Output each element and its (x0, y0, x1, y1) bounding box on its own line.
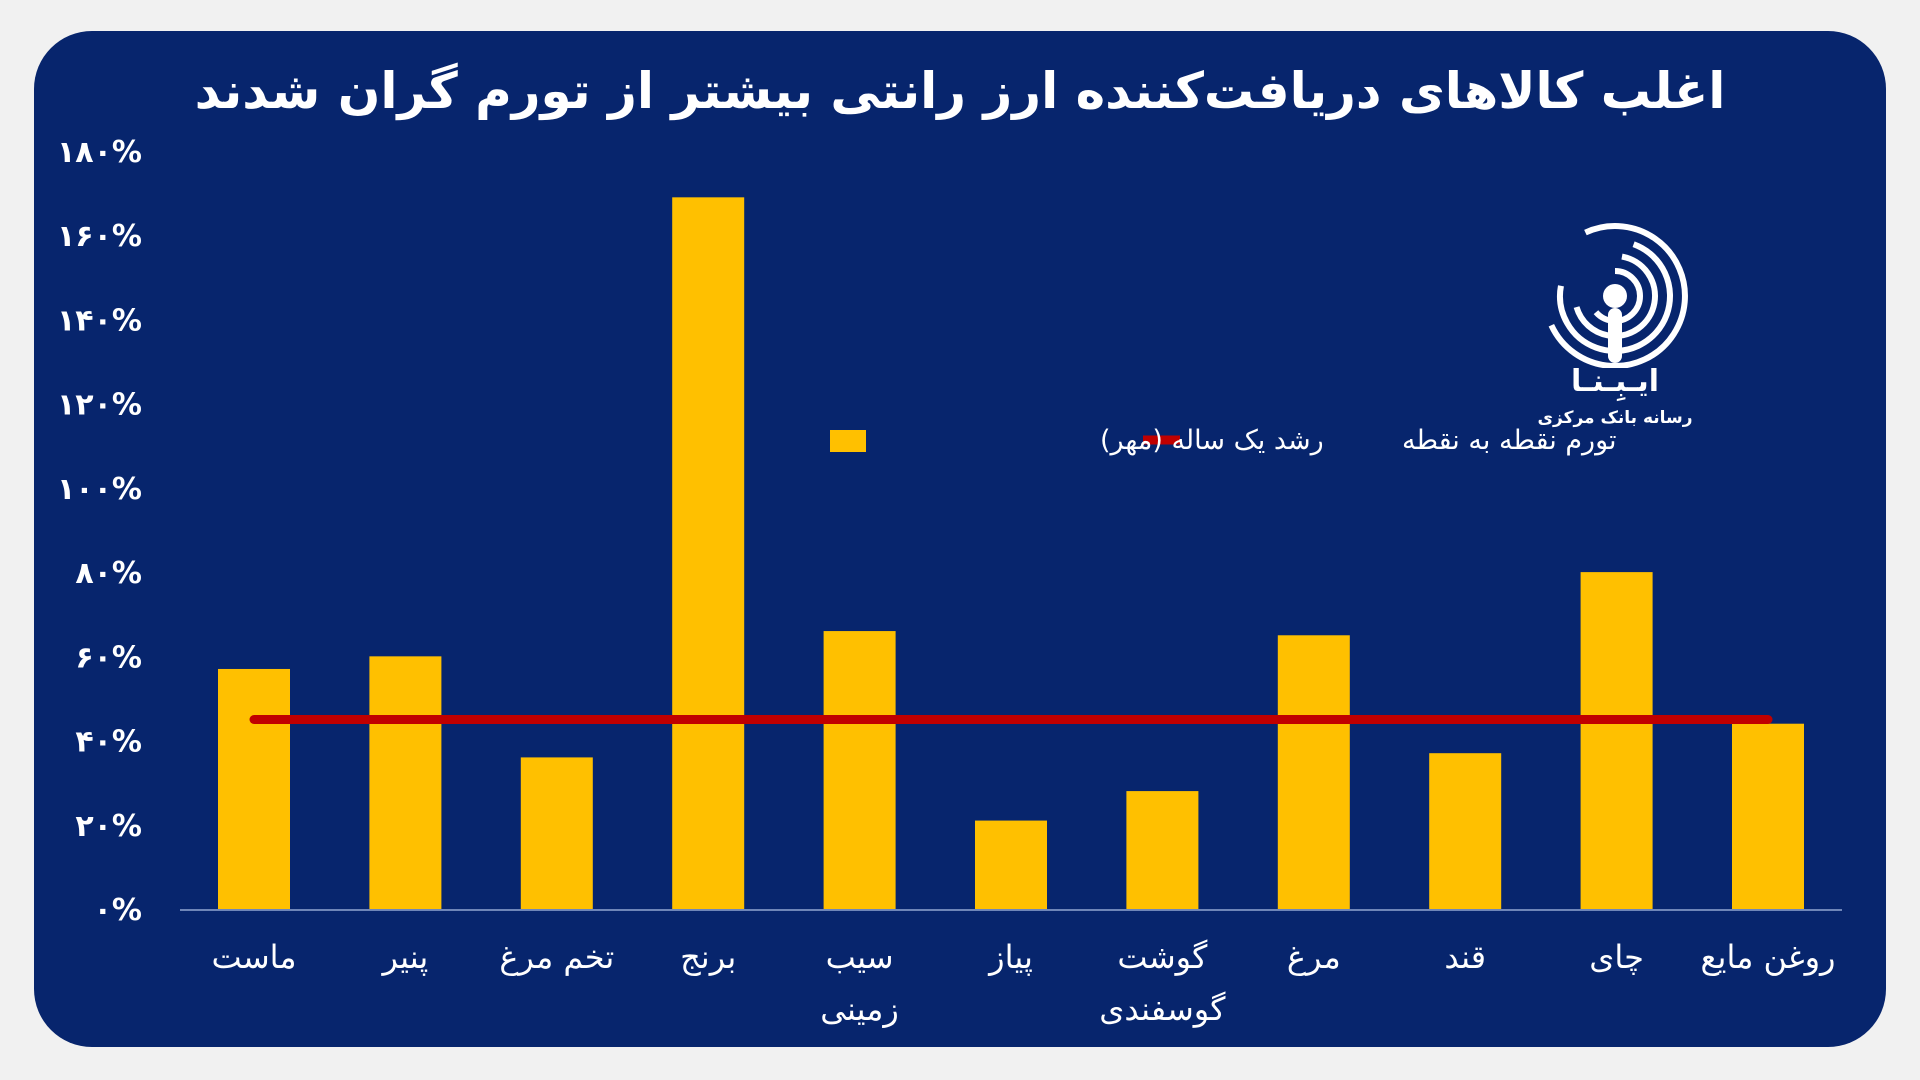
bar (672, 197, 745, 910)
x-axis-labels: ماست پنیر تخم مرغ برنج سیب زمینی پیاز گوشت گوسفن… (211, 938, 1835, 1028)
bars (218, 197, 1804, 910)
bar (1277, 635, 1350, 909)
y-tick-label: ۲۰% (75, 809, 142, 844)
legend-growth-swatch (830, 430, 866, 452)
legend-inflation-label: تورم نقطه به نقطه (1402, 425, 1617, 456)
y-tick-label: ۱۶۰% (57, 219, 142, 254)
x-tick-label: پنیر (380, 938, 428, 976)
x-tick-label: پیاز (987, 938, 1033, 976)
bar (1580, 572, 1653, 909)
x-tick-label: گوسفندی (1099, 990, 1226, 1028)
x-tick-label: قند (1444, 938, 1486, 976)
x-tick-label: گوشت (1117, 938, 1208, 976)
x-tick-label: سیب (826, 938, 894, 976)
logo-name: ایـبِـنـا (1570, 364, 1660, 399)
x-tick-label: تخم مرغ (499, 938, 614, 976)
logo-subtitle: رسانه بانک مرکزی (1537, 408, 1693, 428)
logo: ایـبِـنـا رسانه بانک مرکزی (1535, 218, 1695, 438)
y-tick-label: ۱۲۰% (57, 388, 142, 423)
y-tick-label: ۱۴۰% (57, 303, 142, 338)
y-tick-label: ۴۰% (75, 725, 142, 760)
x-tick-label: زمینی (820, 990, 899, 1028)
x-tick-label: چای (1589, 938, 1644, 976)
y-tick-label: ۰% (94, 893, 142, 928)
bar (975, 820, 1047, 909)
legend: تورم نقطه به نقطه رشد یک ساله (مهر) (830, 425, 1617, 456)
bar (823, 631, 896, 909)
y-tick-label: ۱۰۰% (57, 472, 142, 507)
broadcast-mic-icon (1542, 223, 1688, 369)
bar (520, 757, 593, 909)
x-tick-label: روغن مایع (1701, 938, 1836, 976)
bar (1126, 791, 1199, 909)
bar (218, 668, 290, 909)
x-tick-label: برنج (680, 938, 736, 976)
legend-growth-label: رشد یک ساله (مهر) (1100, 425, 1324, 456)
x-tick-label: مرغ (1287, 938, 1341, 976)
y-tick-label: ۸۰% (75, 556, 142, 591)
y-axis: ۰% ۲۰% ۴۰% ۶۰% ۸۰% ۱۰۰% ۱۲۰% ۱۴۰% ۱۶۰% ۱۸۰% (57, 135, 142, 928)
bar (1429, 753, 1502, 909)
x-tick-label: ماست (211, 938, 296, 976)
bar (1732, 723, 1804, 909)
chart-title: اغلب کالاهای دریافت‌کننده ارز رانتی بیشت… (194, 62, 1726, 120)
bar (369, 656, 442, 909)
chart-card (34, 31, 1886, 1047)
y-tick-label: ۱۸۰% (57, 135, 142, 170)
y-tick-label: ۶۰% (75, 640, 142, 675)
